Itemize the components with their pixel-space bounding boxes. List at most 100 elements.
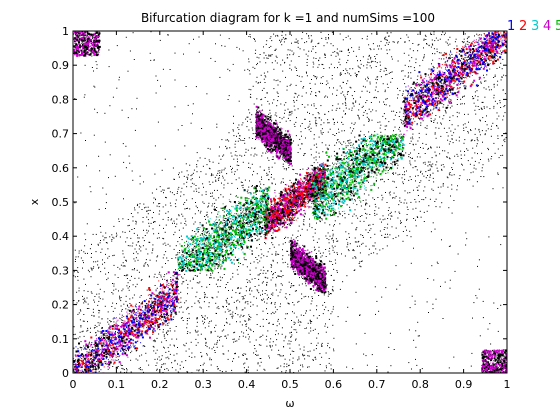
scatter-point — [274, 60, 276, 62]
scatter-point — [351, 47, 353, 49]
scatter-point — [113, 225, 115, 227]
scatter-point — [378, 310, 380, 312]
scatter-point — [317, 66, 319, 68]
scatter-point — [406, 235, 408, 237]
scatter-point — [417, 75, 419, 77]
scatter-point — [247, 116, 249, 118]
scatter-point — [281, 276, 283, 278]
scatter-point — [347, 145, 349, 147]
scatter-point — [293, 351, 295, 352]
scatter-point — [329, 260, 331, 262]
scatter-point — [258, 274, 260, 276]
scatter-point — [327, 82, 329, 84]
scatter-point — [286, 363, 288, 365]
scatter-point — [262, 281, 264, 283]
scatter-point — [381, 296, 383, 298]
scatter-point — [79, 364, 82, 366]
scatter-point — [182, 254, 184, 256]
scatter-point — [183, 53, 184, 55]
scatter-point — [241, 296, 243, 298]
scatter-point — [87, 329, 89, 331]
scatter-point — [263, 184, 265, 186]
scatter-point — [256, 297, 257, 299]
scatter-point — [134, 207, 135, 209]
scatter-point — [260, 81, 261, 83]
scatter-point — [245, 286, 247, 288]
scatter-point — [117, 277, 119, 278]
scatter-point — [136, 308, 138, 310]
scatter-point — [198, 282, 200, 284]
scatter-point — [464, 151, 465, 152]
scatter-point — [474, 152, 476, 154]
scatter-point — [400, 222, 402, 223]
scatter-point — [250, 301, 252, 303]
scatter-point — [479, 335, 481, 337]
scatter-point — [314, 356, 316, 358]
scatter-point — [233, 122, 234, 124]
scatter-point — [162, 324, 164, 326]
scatter-point — [256, 64, 258, 66]
scatter-point — [270, 279, 272, 281]
scatter-point — [326, 238, 328, 239]
scatter-point — [239, 135, 241, 137]
scatter-point — [394, 114, 396, 116]
scatter-point — [258, 136, 260, 138]
scatter-point — [196, 166, 198, 168]
scatter-point — [256, 259, 258, 260]
scatter-point — [453, 48, 455, 50]
scatter-point — [197, 300, 199, 302]
scatter-point — [395, 195, 397, 197]
scatter-point — [243, 367, 245, 369]
scatter-point — [389, 194, 391, 196]
scatter-point — [282, 249, 283, 251]
scatter-point — [297, 217, 299, 219]
scatter-point — [271, 183, 273, 185]
scatter-point — [456, 111, 458, 113]
scatter-point — [259, 260, 261, 262]
scatter-point — [223, 154, 225, 156]
scatter-point — [450, 130, 452, 132]
scatter-point — [176, 218, 178, 220]
scatter-point — [307, 200, 309, 202]
scatter-point — [316, 222, 317, 224]
scatter-point — [348, 236, 350, 238]
scatter-point — [168, 358, 170, 360]
scatter-point — [383, 229, 385, 230]
legend-entry-4: 4 — [543, 19, 551, 34]
scatter-point — [366, 160, 368, 162]
scatter-point — [105, 232, 107, 234]
scatter-point — [412, 97, 414, 99]
scatter-point — [336, 139, 338, 141]
scatter-point — [386, 202, 388, 203]
scatter-point — [308, 37, 310, 39]
scatter-point — [422, 147, 424, 149]
scatter-point — [328, 294, 330, 295]
scatter-point — [285, 371, 287, 373]
scatter-point — [292, 285, 294, 287]
scatter-point — [252, 85, 254, 87]
scatter-point — [372, 109, 374, 111]
scatter-point — [220, 194, 222, 196]
scatter-point — [284, 358, 286, 360]
scatter-point — [238, 177, 240, 179]
scatter-point — [297, 96, 298, 98]
scatter-point — [443, 34, 445, 36]
scatter-point — [315, 125, 317, 127]
scatter-point — [180, 306, 182, 308]
scatter-point — [494, 74, 496, 76]
scatter-point — [410, 140, 412, 142]
scatter-point — [277, 92, 279, 94]
scatter-point — [269, 37, 271, 39]
scatter-point — [353, 105, 355, 107]
scatter-point — [501, 145, 503, 147]
scatter-point — [440, 122, 442, 124]
scatter-point — [345, 99, 346, 101]
scatter-point — [123, 303, 125, 305]
scatter-point — [296, 173, 298, 175]
scatter-point — [285, 34, 287, 36]
scatter-point — [326, 42, 328, 44]
scatter-point — [325, 365, 327, 367]
scatter-point — [346, 204, 348, 206]
scatter-point — [206, 317, 208, 319]
scatter-point — [363, 65, 365, 67]
